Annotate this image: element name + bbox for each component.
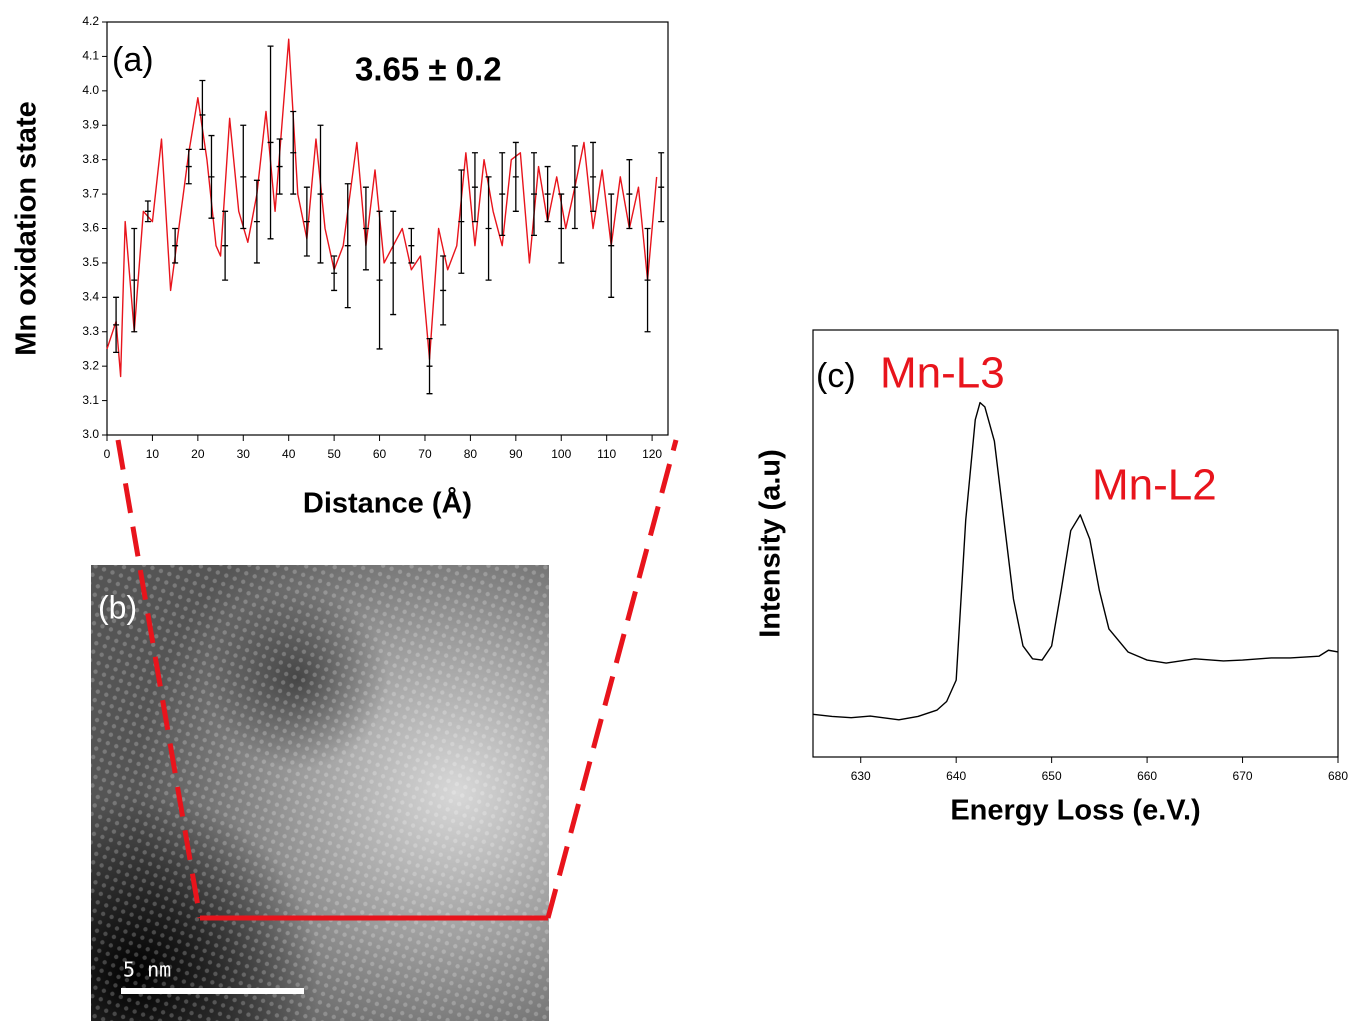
y-tick-label: 3.9 xyxy=(82,117,99,131)
annotation: (c) xyxy=(816,357,856,395)
y-tick-label: 3.7 xyxy=(82,186,99,200)
error-bar xyxy=(290,110,297,195)
error-bar xyxy=(471,152,478,223)
error-bar xyxy=(331,255,338,292)
micrograph: 5 nm (b) xyxy=(91,565,549,1021)
error-bar xyxy=(458,169,465,274)
error-bar xyxy=(303,186,310,257)
y-axis-title: Mn oxidation state xyxy=(11,101,43,356)
y-tick-label: 3.4 xyxy=(82,290,99,304)
x-tick-label: 640 xyxy=(946,769,966,783)
y-tick-label: 3.5 xyxy=(82,255,99,269)
scale-bar-label: 5 nm xyxy=(123,958,171,982)
error-bar xyxy=(558,193,565,264)
x-tick-label: 670 xyxy=(1233,769,1253,783)
annotation: Mn-L3 xyxy=(880,349,1005,398)
error-bar xyxy=(208,134,215,219)
y-axis-title: Intensity (a.u) xyxy=(755,449,787,638)
y-tick-label: 3.8 xyxy=(82,152,99,166)
error-bar xyxy=(172,227,179,264)
x-tick-label: 680 xyxy=(1328,769,1348,783)
error-bar xyxy=(499,152,506,237)
error-bar xyxy=(530,152,537,237)
y-tick-label: 3.1 xyxy=(82,393,99,407)
x-tick-label: 20 xyxy=(191,447,205,461)
zoom-outline xyxy=(115,439,679,921)
error-bar xyxy=(544,165,551,223)
x-tick-label: 30 xyxy=(237,447,251,461)
error-bar xyxy=(644,227,651,333)
panel-label: (b) xyxy=(98,589,137,625)
x-tick-label: 50 xyxy=(327,447,341,461)
x-tick-label: 650 xyxy=(1042,769,1062,783)
error-bar xyxy=(376,210,383,350)
error-bar xyxy=(426,337,433,395)
x-tick-label: 80 xyxy=(464,447,478,461)
x-tick-label: 110 xyxy=(597,447,616,461)
error-bar xyxy=(113,296,120,354)
error-bar xyxy=(185,148,192,185)
x-tick-label: 630 xyxy=(851,769,871,783)
plot-frame xyxy=(812,329,1339,758)
y-tick-label: 3.2 xyxy=(82,358,99,372)
x-tick-label: 0 xyxy=(104,447,111,461)
error-bar xyxy=(267,45,274,240)
x-tick-label: 70 xyxy=(418,447,432,461)
data-line xyxy=(106,38,658,378)
annotation: Mn-L2 xyxy=(1092,461,1217,510)
error-bar xyxy=(608,193,615,298)
x-tick-label: 10 xyxy=(146,447,160,461)
error-bar xyxy=(571,145,578,230)
y-tick-label: 3.3 xyxy=(82,324,99,338)
error-bar xyxy=(317,124,324,264)
x-axis-title: Energy Loss (e.V.) xyxy=(950,795,1200,827)
error-bar xyxy=(590,141,597,212)
error-bar xyxy=(144,200,151,223)
error-bar xyxy=(131,227,138,333)
y-tick-label: 4.0 xyxy=(82,83,99,97)
error-bar xyxy=(408,227,415,264)
x-tick-label: 120 xyxy=(642,447,662,461)
error-bar xyxy=(390,210,397,316)
error-bar xyxy=(240,124,247,230)
error-bar xyxy=(344,183,351,309)
y-tick-label: 3.6 xyxy=(82,221,99,235)
error-bar xyxy=(362,186,369,271)
error-bar xyxy=(512,141,519,212)
error-bar xyxy=(658,152,665,223)
x-tick-label: 40 xyxy=(282,447,296,461)
x-tick-label: 100 xyxy=(551,447,571,461)
error-bar xyxy=(253,179,260,264)
y-tick-label: 4.2 xyxy=(82,14,99,28)
error-bar xyxy=(485,176,492,281)
y-tick-label: 3.0 xyxy=(82,427,99,441)
x-tick-label: 660 xyxy=(1137,769,1157,783)
error-bar xyxy=(199,79,206,150)
error-bar xyxy=(626,159,633,230)
y-tick-label: 4.1 xyxy=(82,49,99,63)
x-tick-label: 90 xyxy=(509,447,523,461)
x-axis-title: Distance (Å) xyxy=(303,487,472,520)
error-bar xyxy=(276,138,283,195)
error-bar xyxy=(222,210,229,281)
annotation: 3.65 ± 0.2 xyxy=(355,51,502,88)
data-line xyxy=(812,401,1339,721)
annotation: (a) xyxy=(112,41,154,79)
error-bar xyxy=(440,255,447,326)
x-tick-label: 60 xyxy=(373,447,387,461)
